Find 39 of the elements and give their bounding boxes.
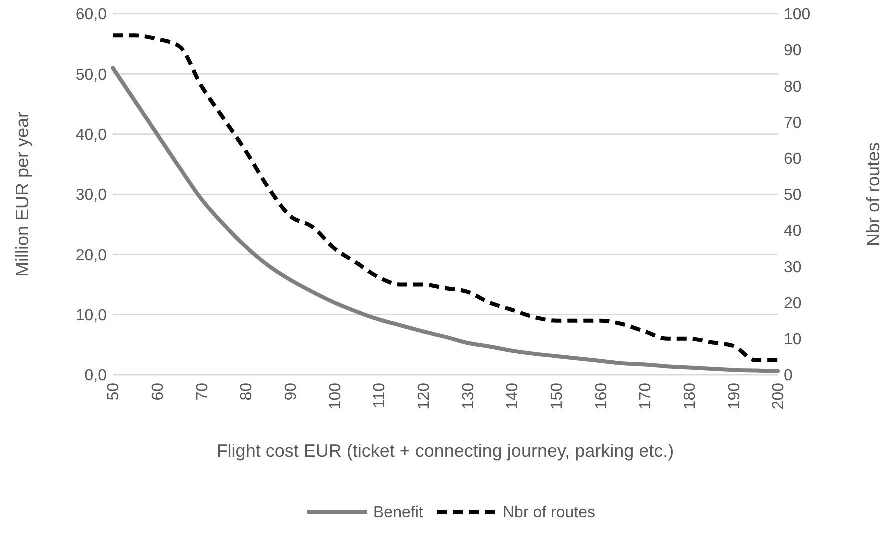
y2-tick-label: 20 [784,295,802,312]
legend-label: Nbr of routes [503,504,596,522]
y2-tick-label: 40 [784,223,802,240]
x-tick-label: 180 [682,382,699,410]
y2-tick-label: 70 [784,114,802,132]
x-tick-label: 50 [106,382,123,401]
y-tick-label: 0,0 [84,368,108,385]
x-tick-label: 130 [460,382,478,410]
x-tick-label: 200 [770,382,788,410]
y2-tick-label: 50 [784,187,802,204]
y2-tick-label: 80 [784,78,802,96]
x-tick-label: 120 [416,382,433,410]
x-tick-label: 160 [593,382,610,410]
y-axis-title: Million EUR per year [12,112,32,278]
y-tick-label: 50,0 [76,66,108,84]
x-axis-title: Flight cost EUR (ticket + connecting journey, parking etc.) [216,441,674,461]
x-tick-label: 90 [282,382,300,401]
x-tick-label: 190 [726,382,744,410]
x-tick-label: 80 [238,382,256,401]
legend-label: Benefit [374,504,424,522]
y2-tick-label: 60 [784,151,802,168]
x-tick-label: 110 [372,382,389,409]
x-tick-label: 170 [638,382,655,410]
x-tick-label: 100 [327,382,344,410]
x-tick-label: 70 [194,382,212,401]
x-tick-label: 60 [150,382,167,401]
y-tick-label: 10,0 [76,307,108,324]
y-tick-label: 60,0 [76,6,108,24]
y2-tick-label: 100 [784,6,811,24]
y2-tick-label: 90 [784,42,802,60]
y2-tick-label: 10 [784,332,802,348]
y2-axis-title: Nbr of routes [863,142,884,247]
x-tick-label: 140 [504,382,522,410]
y2-tick-label: 30 [784,259,802,276]
y-tick-label: 20,0 [76,247,108,264]
x-tick-label: 150 [548,382,566,410]
y2-tick-label: 0 [784,368,793,385]
y-tick-label: 40,0 [76,126,108,144]
y-tick-label: 30,0 [76,187,108,204]
